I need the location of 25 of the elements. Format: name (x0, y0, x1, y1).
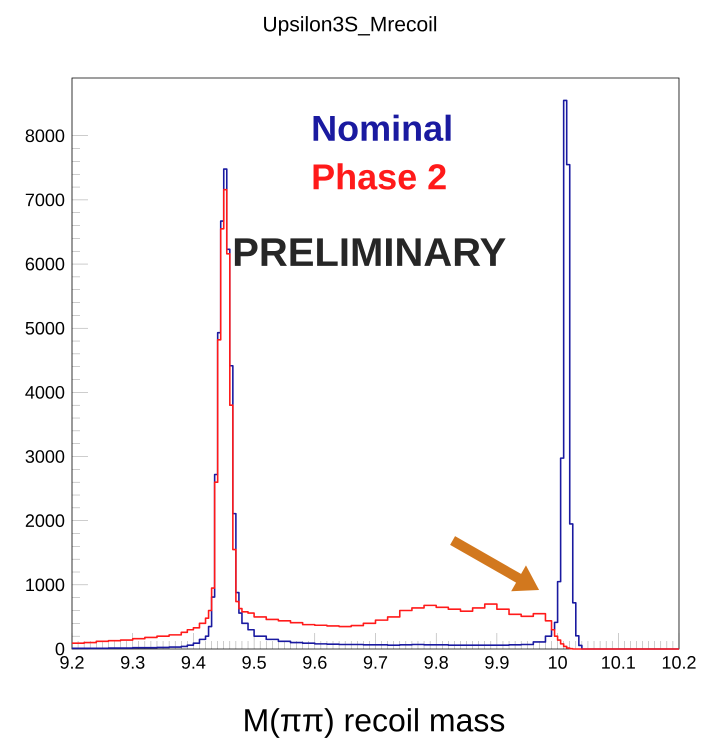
x-tick-label: 9.7 (364, 656, 388, 669)
x-axis-title: M(ππ) recoil mass (245, 708, 504, 738)
x-tick-label: 10 (548, 656, 567, 669)
chart-title: Upsilon3S_Mrecoil (264, 16, 436, 36)
annotation: PRELIMINARY (234, 238, 506, 266)
text: Phase 2 (313, 163, 446, 190)
x-tick-label: 10.2 (662, 656, 696, 669)
y-tick-label: 7000 (26, 194, 64, 206)
y-tick-label: 6000 (26, 258, 64, 270)
x-tick-label: 9.4 (182, 656, 206, 669)
text: Nominal (313, 114, 451, 142)
x-tick-label: 9.3 (120, 656, 144, 669)
x-tick-label: 9.2 (60, 656, 84, 669)
x-tick-label: 9.9 (485, 656, 508, 669)
y-tick-label: 4000 (25, 386, 64, 399)
x-tick-label: 9.6 (303, 656, 326, 669)
x-tick-label: 9.8 (424, 656, 448, 669)
y-tick-label: 1000 (26, 578, 64, 592)
y-tick-label: 8000 (26, 129, 64, 142)
x-tick-label: 9.5 (242, 656, 266, 669)
y-tick-label: 2000 (26, 514, 64, 528)
y-tick-label: 0 (56, 642, 64, 656)
x-tick-label: 10.1 (602, 656, 635, 669)
y-tick-label: 5000 (26, 322, 64, 335)
y-tick-label: 3000 (26, 450, 64, 463)
